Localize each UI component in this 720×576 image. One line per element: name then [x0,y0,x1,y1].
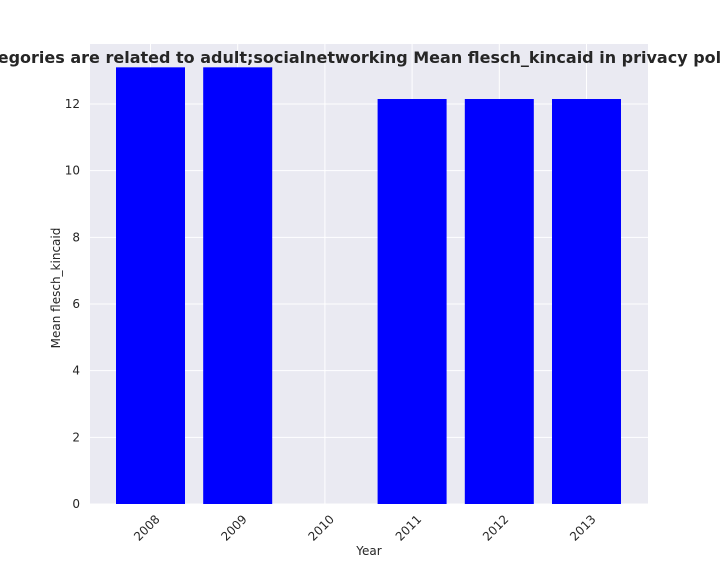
bar-2012 [464,99,534,504]
y-axis-label: Mean flesch_kincaid [49,228,63,349]
y-tick-label: 2 [72,430,80,444]
y-tick-label: 6 [72,297,80,311]
bar-2008 [116,67,185,504]
y-tick-label: 4 [72,364,80,378]
x-tick-label: 2013 [567,512,598,543]
y-tick-label: 8 [72,230,80,244]
x-tick-label: 2011 [393,512,424,543]
bars [116,67,621,504]
chart-title: hen categories are related to adult;soci… [0,48,720,67]
x-tick-label: 2009 [218,512,249,543]
y-tick-label: 10 [65,164,80,178]
y-tick-label: 0 [72,497,80,511]
y-axis-ticks: 0 2 4 6 8 10 12 [65,97,80,511]
bar-2009 [203,67,273,504]
bar-2011 [377,99,447,504]
bar-2013 [552,99,621,504]
x-tick-label: 2012 [480,512,511,543]
x-tick-label: 2008 [131,512,162,543]
x-tick-label: 2010 [306,512,337,543]
x-axis-ticks: 2008 2009 2010 2011 2012 2013 [131,512,598,543]
x-axis-label: Year [355,544,381,558]
y-tick-label: 12 [65,97,80,111]
